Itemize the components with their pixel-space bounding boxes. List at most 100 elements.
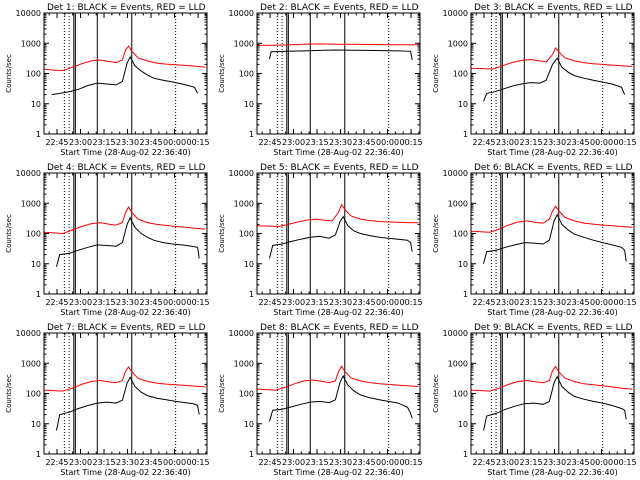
x-tick-label: 00:15	[614, 138, 637, 147]
x-axis-label: Start Time (28-Aug-02 22:36:40)	[487, 148, 618, 157]
y-tick-label: 1000	[448, 39, 468, 48]
series-events-line	[56, 216, 200, 267]
x-tick-label: 00:00	[163, 298, 186, 307]
x-tick-label: 00:00	[163, 458, 186, 467]
plot-frame	[470, 332, 635, 455]
x-tick-label: 00:00	[163, 138, 186, 147]
y-axis-label: Counts/sec	[218, 54, 226, 93]
y-tick-label: 1000	[234, 359, 254, 368]
series-lld-line	[44, 45, 206, 72]
x-tick-label: 00:15	[187, 458, 210, 467]
y-axis-label: Counts/sec	[218, 374, 226, 413]
x-axis-label: Start Time (28-Aug-02 22:36:40)	[487, 468, 618, 477]
y-axis-label: Counts/sec	[432, 54, 440, 93]
series-lld-line	[257, 365, 419, 391]
plot-frame	[256, 12, 421, 135]
x-tick-label: 23:45	[353, 458, 376, 467]
x-tick-label: 23:30	[543, 298, 566, 307]
y-tick-label: 1000	[21, 359, 41, 368]
x-tick-label: 23:45	[140, 138, 163, 147]
x-tick-label: 00:00	[590, 298, 613, 307]
x-tick-label: 22:45	[45, 138, 68, 147]
y-tick-label: 10	[31, 420, 41, 429]
x-tick-label: 23:30	[329, 458, 352, 467]
plot-frame	[43, 332, 208, 455]
panel-title: Det 9: BLACK = Events, RED = LLD	[474, 323, 633, 333]
panel-title: Det 6: BLACK = Events, RED = LLD	[474, 163, 633, 173]
y-tick-label: 100	[453, 70, 468, 79]
x-axis-label: Start Time (28-Aug-02 22:36:40)	[273, 308, 404, 317]
series-lld-line	[471, 205, 633, 233]
x-tick-label: 23:15	[92, 138, 115, 147]
x-tick-label: 23:00	[69, 458, 92, 467]
y-tick-label: 10000	[443, 329, 468, 338]
series-lld-line	[257, 203, 419, 228]
series-lld-line	[471, 46, 633, 70]
y-tick-label: 1000	[21, 39, 41, 48]
x-tick-label: 23:00	[282, 138, 305, 147]
y-axis-label: Counts/sec	[5, 374, 13, 413]
panel-title: Det 5: BLACK = Events, RED = LLD	[260, 163, 419, 173]
y-tick-label: 10000	[229, 9, 254, 18]
x-tick-label: 23:45	[140, 298, 163, 307]
y-tick-label: 1	[36, 450, 41, 459]
plot-frame	[43, 172, 208, 295]
x-tick-label: 23:30	[329, 138, 352, 147]
x-tick-label: 22:45	[45, 298, 68, 307]
series-events-line	[51, 55, 199, 96]
y-tick-label: 1	[249, 290, 254, 299]
x-tick-label: 00:15	[614, 458, 637, 467]
x-tick-label: 23:00	[69, 298, 92, 307]
y-axis-label: Counts/sec	[432, 374, 440, 413]
x-tick-label: 23:30	[116, 138, 139, 147]
series-events-line	[269, 49, 413, 61]
x-tick-label: 23:00	[496, 458, 519, 467]
x-tick-label: 23:15	[92, 298, 115, 307]
x-tick-label: 23:00	[282, 298, 305, 307]
x-tick-label: 23:30	[116, 458, 139, 467]
x-tick-label: 22:45	[472, 458, 495, 467]
x-tick-label: 22:45	[258, 298, 281, 307]
x-tick-label: 23:15	[92, 458, 115, 467]
y-tick-label: 10	[31, 100, 41, 109]
plot-frame	[256, 172, 421, 295]
x-tick-label: 23:30	[543, 458, 566, 467]
detector-panel-3: Det 3: BLACK = Events, RED = LLD Counts/s…	[432, 3, 637, 157]
y-axis-label: Counts/sec	[218, 214, 226, 253]
y-tick-label: 100	[239, 230, 254, 239]
plot-frame	[43, 12, 208, 135]
x-tick-label: 23:45	[567, 458, 590, 467]
panel-title: Det 1: BLACK = Events, RED = LLD	[47, 3, 206, 13]
x-tick-label: 23:00	[496, 298, 519, 307]
x-tick-label: 22:45	[472, 298, 495, 307]
detector-panel-6: Det 6: BLACK = Events, RED = LLD Counts/s…	[432, 163, 637, 317]
detector-panel-8: Det 8: BLACK = Events, RED = LLD Counts/s…	[218, 323, 423, 477]
y-tick-label: 10	[244, 260, 254, 269]
panel-title: Det 7: BLACK = Events, RED = LLD	[47, 323, 206, 333]
x-tick-label: 00:15	[187, 298, 210, 307]
y-tick-label: 10000	[16, 169, 41, 178]
x-tick-label: 23:30	[543, 138, 566, 147]
y-tick-label: 1	[36, 130, 41, 139]
series-events-line	[269, 215, 413, 259]
y-tick-label: 10000	[16, 329, 41, 338]
series-events-line	[483, 375, 627, 431]
panel-title: Det 8: BLACK = Events, RED = LLD	[260, 323, 419, 333]
y-axis-label: Counts/sec	[5, 214, 13, 253]
y-tick-label: 100	[26, 70, 41, 79]
x-tick-label: 23:15	[519, 458, 542, 467]
x-tick-label: 23:30	[116, 298, 139, 307]
x-tick-label: 23:45	[353, 298, 376, 307]
series-events-line	[483, 57, 626, 102]
y-tick-label: 10000	[443, 169, 468, 178]
x-axis-label: Start Time (28-Aug-02 22:36:40)	[487, 308, 618, 317]
x-tick-label: 23:15	[305, 298, 328, 307]
x-tick-label: 23:15	[305, 138, 328, 147]
x-tick-label: 23:30	[329, 298, 352, 307]
detector-panel-7: Det 7: BLACK = Events, RED = LLD Counts/s…	[5, 323, 210, 477]
y-tick-label: 10000	[16, 9, 41, 18]
y-tick-label: 100	[239, 70, 254, 79]
y-tick-label: 10000	[229, 169, 254, 178]
y-tick-label: 100	[453, 230, 468, 239]
y-axis-label: Counts/sec	[432, 214, 440, 253]
